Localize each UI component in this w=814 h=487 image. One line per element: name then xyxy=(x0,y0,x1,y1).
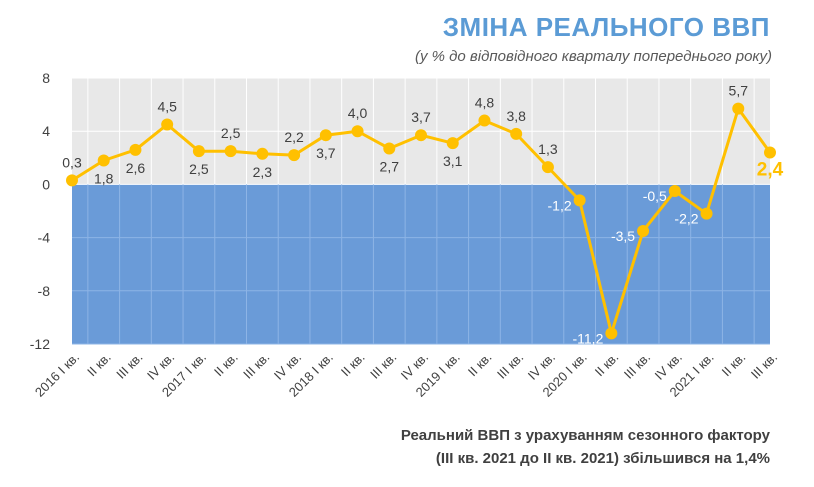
data-label: 4,8 xyxy=(475,95,495,111)
data-label: 4,0 xyxy=(348,105,368,121)
data-label: 3,7 xyxy=(316,145,336,161)
negative-area-background xyxy=(72,184,770,344)
data-point xyxy=(383,142,396,155)
data-label: 1,8 xyxy=(94,170,114,186)
data-point xyxy=(605,327,618,340)
x-tick-label: II кв. xyxy=(211,350,241,380)
data-label: -0,5 xyxy=(643,188,667,204)
x-tick-label: II кв. xyxy=(719,350,749,380)
data-label: 3,1 xyxy=(443,153,463,169)
data-point xyxy=(161,118,174,131)
data-point xyxy=(415,129,427,142)
data-point xyxy=(319,129,332,142)
x-tick-label: 2016 I кв. xyxy=(32,350,82,400)
data-point xyxy=(351,125,364,138)
y-tick-label: -8 xyxy=(38,283,51,299)
data-point xyxy=(732,102,745,115)
chart-title: ЗМІНА РЕАЛЬНОГО ВВП xyxy=(442,12,770,42)
x-tick-label: III кв. xyxy=(494,350,526,382)
data-point xyxy=(97,154,110,167)
data-point xyxy=(700,207,713,220)
data-point xyxy=(129,143,142,156)
data-point xyxy=(446,137,459,150)
chart-subtitle: (у % до відповідного кварталу попередньо… xyxy=(414,48,772,65)
data-label: -1,2 xyxy=(548,197,572,213)
data-point xyxy=(478,114,491,127)
x-tick-label: II кв. xyxy=(465,350,495,380)
data-label: 4,5 xyxy=(157,99,177,115)
x-tick-label: II кв. xyxy=(592,350,622,380)
y-tick-label: 4 xyxy=(42,123,50,139)
data-label: 2,3 xyxy=(253,164,273,180)
data-label: 2,6 xyxy=(126,160,146,176)
data-point xyxy=(288,149,301,162)
data-label: 3,8 xyxy=(506,108,526,124)
x-tick-label: III кв. xyxy=(748,350,780,382)
data-label: 2,7 xyxy=(380,158,400,174)
data-label: -3,5 xyxy=(611,228,635,244)
x-tick-label: III кв. xyxy=(113,350,145,382)
x-tick-label: II кв. xyxy=(84,350,114,380)
data-point xyxy=(764,146,776,159)
x-tick-label: III кв. xyxy=(367,350,399,382)
x-tick-label: III кв. xyxy=(621,350,653,382)
y-tick-label: -4 xyxy=(38,230,51,246)
data-point xyxy=(192,145,205,158)
data-label: 2,4 xyxy=(757,159,784,180)
data-point xyxy=(510,127,523,140)
y-tick-label: -12 xyxy=(30,336,50,352)
data-label: 2,5 xyxy=(189,161,209,177)
data-label: 3,7 xyxy=(411,109,431,125)
data-label: -11,2 xyxy=(572,330,603,346)
y-tick-label: 8 xyxy=(42,70,50,86)
footnote: Реальний ВВП з урахуванням сезонного фак… xyxy=(401,424,770,470)
y-tick-label: 0 xyxy=(42,176,50,192)
footnote-line-1: Реальний ВВП з урахуванням сезонного фак… xyxy=(400,427,770,444)
x-tick-label: III кв. xyxy=(240,350,272,382)
data-label: 2,5 xyxy=(221,125,241,141)
data-point xyxy=(637,224,650,237)
data-label: 5,7 xyxy=(729,83,749,99)
data-point xyxy=(573,194,586,207)
data-point xyxy=(541,161,554,174)
data-label: -2,2 xyxy=(674,211,698,227)
data-point xyxy=(66,174,78,187)
footnote-line-2: (III кв. 2021 до II кв. 2021) збільшився… xyxy=(435,450,770,467)
data-point xyxy=(224,145,237,158)
data-point xyxy=(256,147,269,160)
data-point xyxy=(668,185,681,198)
data-label: 1,3 xyxy=(538,141,558,157)
x-tick-label: II кв. xyxy=(338,350,368,380)
data-label: 2,2 xyxy=(284,129,304,145)
data-label: 0,3 xyxy=(62,154,82,170)
